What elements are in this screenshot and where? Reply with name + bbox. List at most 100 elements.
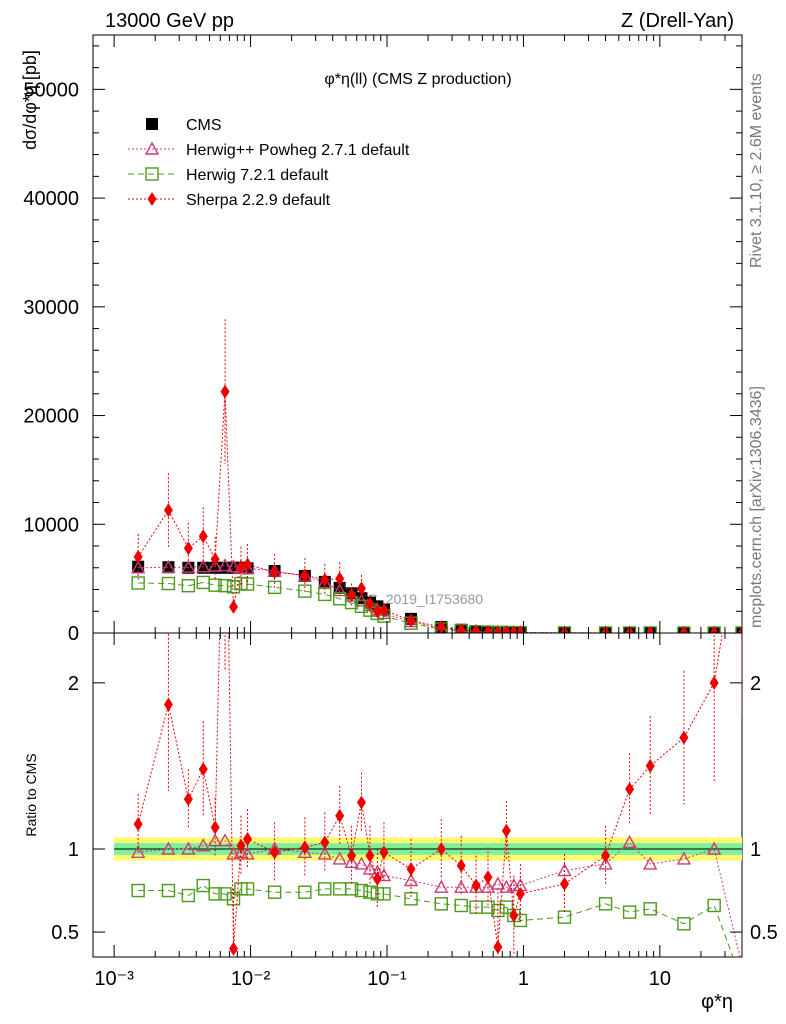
ratio-point <box>354 856 369 870</box>
ratio-point <box>131 883 145 898</box>
ratio-y-tick-label: 0.5 <box>51 922 79 944</box>
legend-label: Sherpa 2.2.9 default <box>186 192 331 209</box>
ratio-point <box>181 841 196 855</box>
ratio-point <box>515 886 525 901</box>
ratio-y-tick-label-right: 0.5 <box>750 922 778 944</box>
y-tick-label: 20000 <box>23 406 79 428</box>
data-point <box>679 625 689 633</box>
top-data <box>130 319 742 633</box>
data-point <box>210 552 220 567</box>
ratio-point <box>335 808 345 823</box>
data-point <box>181 579 196 593</box>
ratio-point <box>332 851 347 865</box>
ratio-point <box>240 882 255 896</box>
header-right: Z (Drell-Yan) <box>621 10 734 32</box>
data-point <box>161 576 176 591</box>
ratio-point <box>471 878 481 893</box>
data-point <box>645 625 655 633</box>
y-axis-label: dσ/dφ*η [pb] <box>20 50 40 150</box>
data-point <box>436 620 446 633</box>
data-point <box>298 584 312 598</box>
data-point <box>196 559 211 573</box>
ratio-point <box>679 730 689 745</box>
ratio-point <box>130 844 146 859</box>
ratio-point <box>403 873 419 887</box>
data-point <box>406 613 416 628</box>
ratio-point <box>208 887 222 901</box>
data-point <box>379 603 389 618</box>
ratio-point <box>601 848 611 863</box>
ratio-point <box>363 885 377 899</box>
legend-marker <box>144 141 160 155</box>
data-point <box>243 557 253 572</box>
ratio-panel: Ratio to CMS <box>23 632 748 970</box>
ratio-point <box>270 845 280 860</box>
y-tick-label: 10000 <box>23 514 79 536</box>
ratio-point <box>377 887 391 901</box>
data-point <box>515 625 525 633</box>
ratio-frame-box <box>92 632 743 958</box>
data-point <box>131 576 145 590</box>
data-point <box>356 581 366 596</box>
legend-label: CMS <box>186 117 222 134</box>
ratio-point <box>297 844 313 859</box>
ratio-point <box>372 871 382 886</box>
x-tick-label: 1 <box>518 968 529 990</box>
ratio-point <box>598 897 613 911</box>
data-point <box>736 626 742 633</box>
ratio-point <box>354 883 369 898</box>
ratio-point <box>226 892 241 906</box>
data-point <box>318 587 332 602</box>
ratio-point <box>181 888 196 903</box>
data-point <box>483 624 493 633</box>
ratio-point <box>161 883 176 898</box>
data-point <box>501 625 511 633</box>
ratio-y-tick-label-right: 1 <box>750 839 761 861</box>
data-point <box>471 624 481 633</box>
data-point <box>509 625 519 633</box>
ratio-point <box>133 817 143 832</box>
legend-label: Herwig 7.2.1 default <box>186 167 329 184</box>
y-tick-label: 30000 <box>23 297 79 319</box>
data-point <box>300 568 310 583</box>
ratio-point <box>183 792 193 807</box>
data-point <box>229 599 239 614</box>
ratio-point <box>236 838 246 853</box>
data-point <box>267 580 282 595</box>
legend: CMS Herwig++ Powheg 2.7.1 default Herwig 7… <box>128 117 410 209</box>
ratio-point <box>210 820 220 835</box>
ratio-point <box>499 900 514 914</box>
data-point <box>320 572 330 587</box>
ratio-point <box>645 758 655 773</box>
ratio-point <box>320 835 330 850</box>
data-point <box>130 560 146 574</box>
ratio-line <box>138 840 741 957</box>
data-point <box>347 587 357 602</box>
ratio-point <box>643 856 658 870</box>
ratio-point <box>493 940 503 955</box>
ratio-point <box>598 856 613 870</box>
data-point <box>493 625 503 633</box>
data-point <box>456 623 466 633</box>
ratio-point <box>676 851 692 865</box>
data-point <box>218 579 232 593</box>
data-point <box>226 580 241 594</box>
ratio-point <box>501 823 511 838</box>
ratio-point <box>318 882 332 896</box>
ratio-point <box>483 870 493 885</box>
ratio-point <box>434 897 448 911</box>
x-tick-label: 10⁻² <box>231 968 271 990</box>
data-point <box>208 578 222 592</box>
ratio-point <box>736 959 748 970</box>
ratio-point <box>298 885 312 899</box>
legend-marker <box>146 118 158 130</box>
ratio-point <box>643 902 657 916</box>
rivet-label: Rivet 3.1.10, ≥ 2.6M events <box>748 73 765 268</box>
ratio-point <box>163 697 173 712</box>
ratio-point <box>196 878 210 893</box>
data-point <box>270 565 280 580</box>
data-point <box>240 577 255 591</box>
mcplots-label: mcplots.cern.ch [arXiv:1306.3436] <box>748 386 765 628</box>
